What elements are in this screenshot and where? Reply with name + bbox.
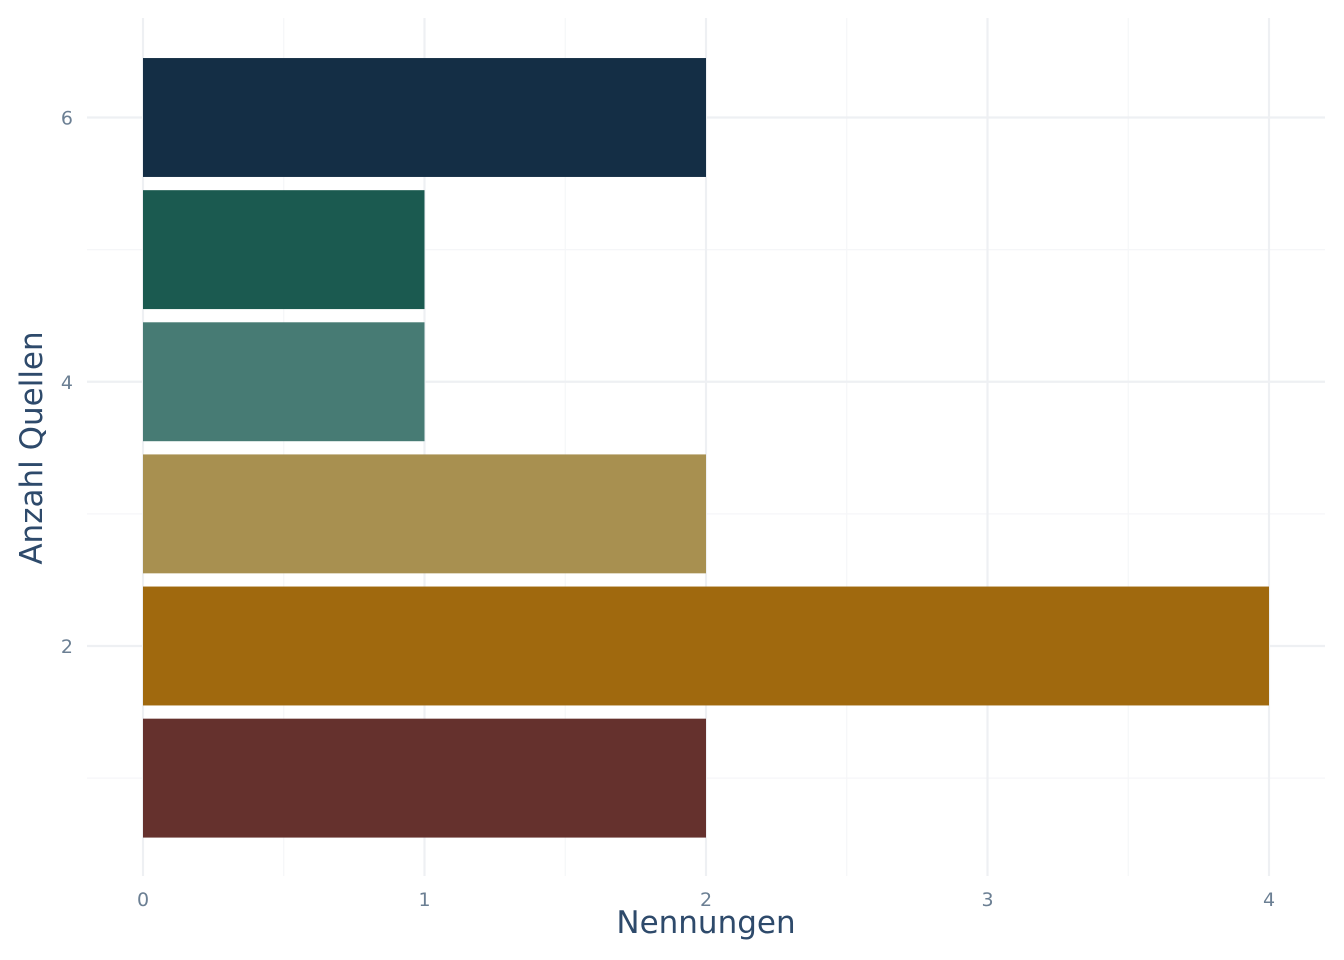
bars [143, 58, 1269, 838]
y-axis-title: Anzahl Quellen [14, 331, 50, 564]
x-tick-label: 3 [981, 889, 993, 911]
x-axis-title: Nennungen [616, 905, 795, 941]
bar [143, 190, 425, 310]
bar [143, 58, 706, 177]
bar [143, 322, 425, 442]
y-axis-ticks: 2 4 6 [61, 108, 73, 659]
x-tick-label: 0 [137, 889, 149, 911]
y-tick-label: 2 [61, 636, 73, 658]
bar [143, 718, 706, 838]
x-axis-ticks: 0 1 2 3 4 [137, 889, 1275, 911]
x-tick-label: 1 [418, 889, 430, 911]
y-tick-label: 4 [61, 372, 73, 394]
bar [143, 454, 706, 574]
x-tick-label: 4 [1263, 889, 1275, 911]
bar [143, 586, 1269, 706]
y-tick-label: 6 [61, 108, 73, 130]
x-tick-label: 2 [700, 889, 712, 911]
